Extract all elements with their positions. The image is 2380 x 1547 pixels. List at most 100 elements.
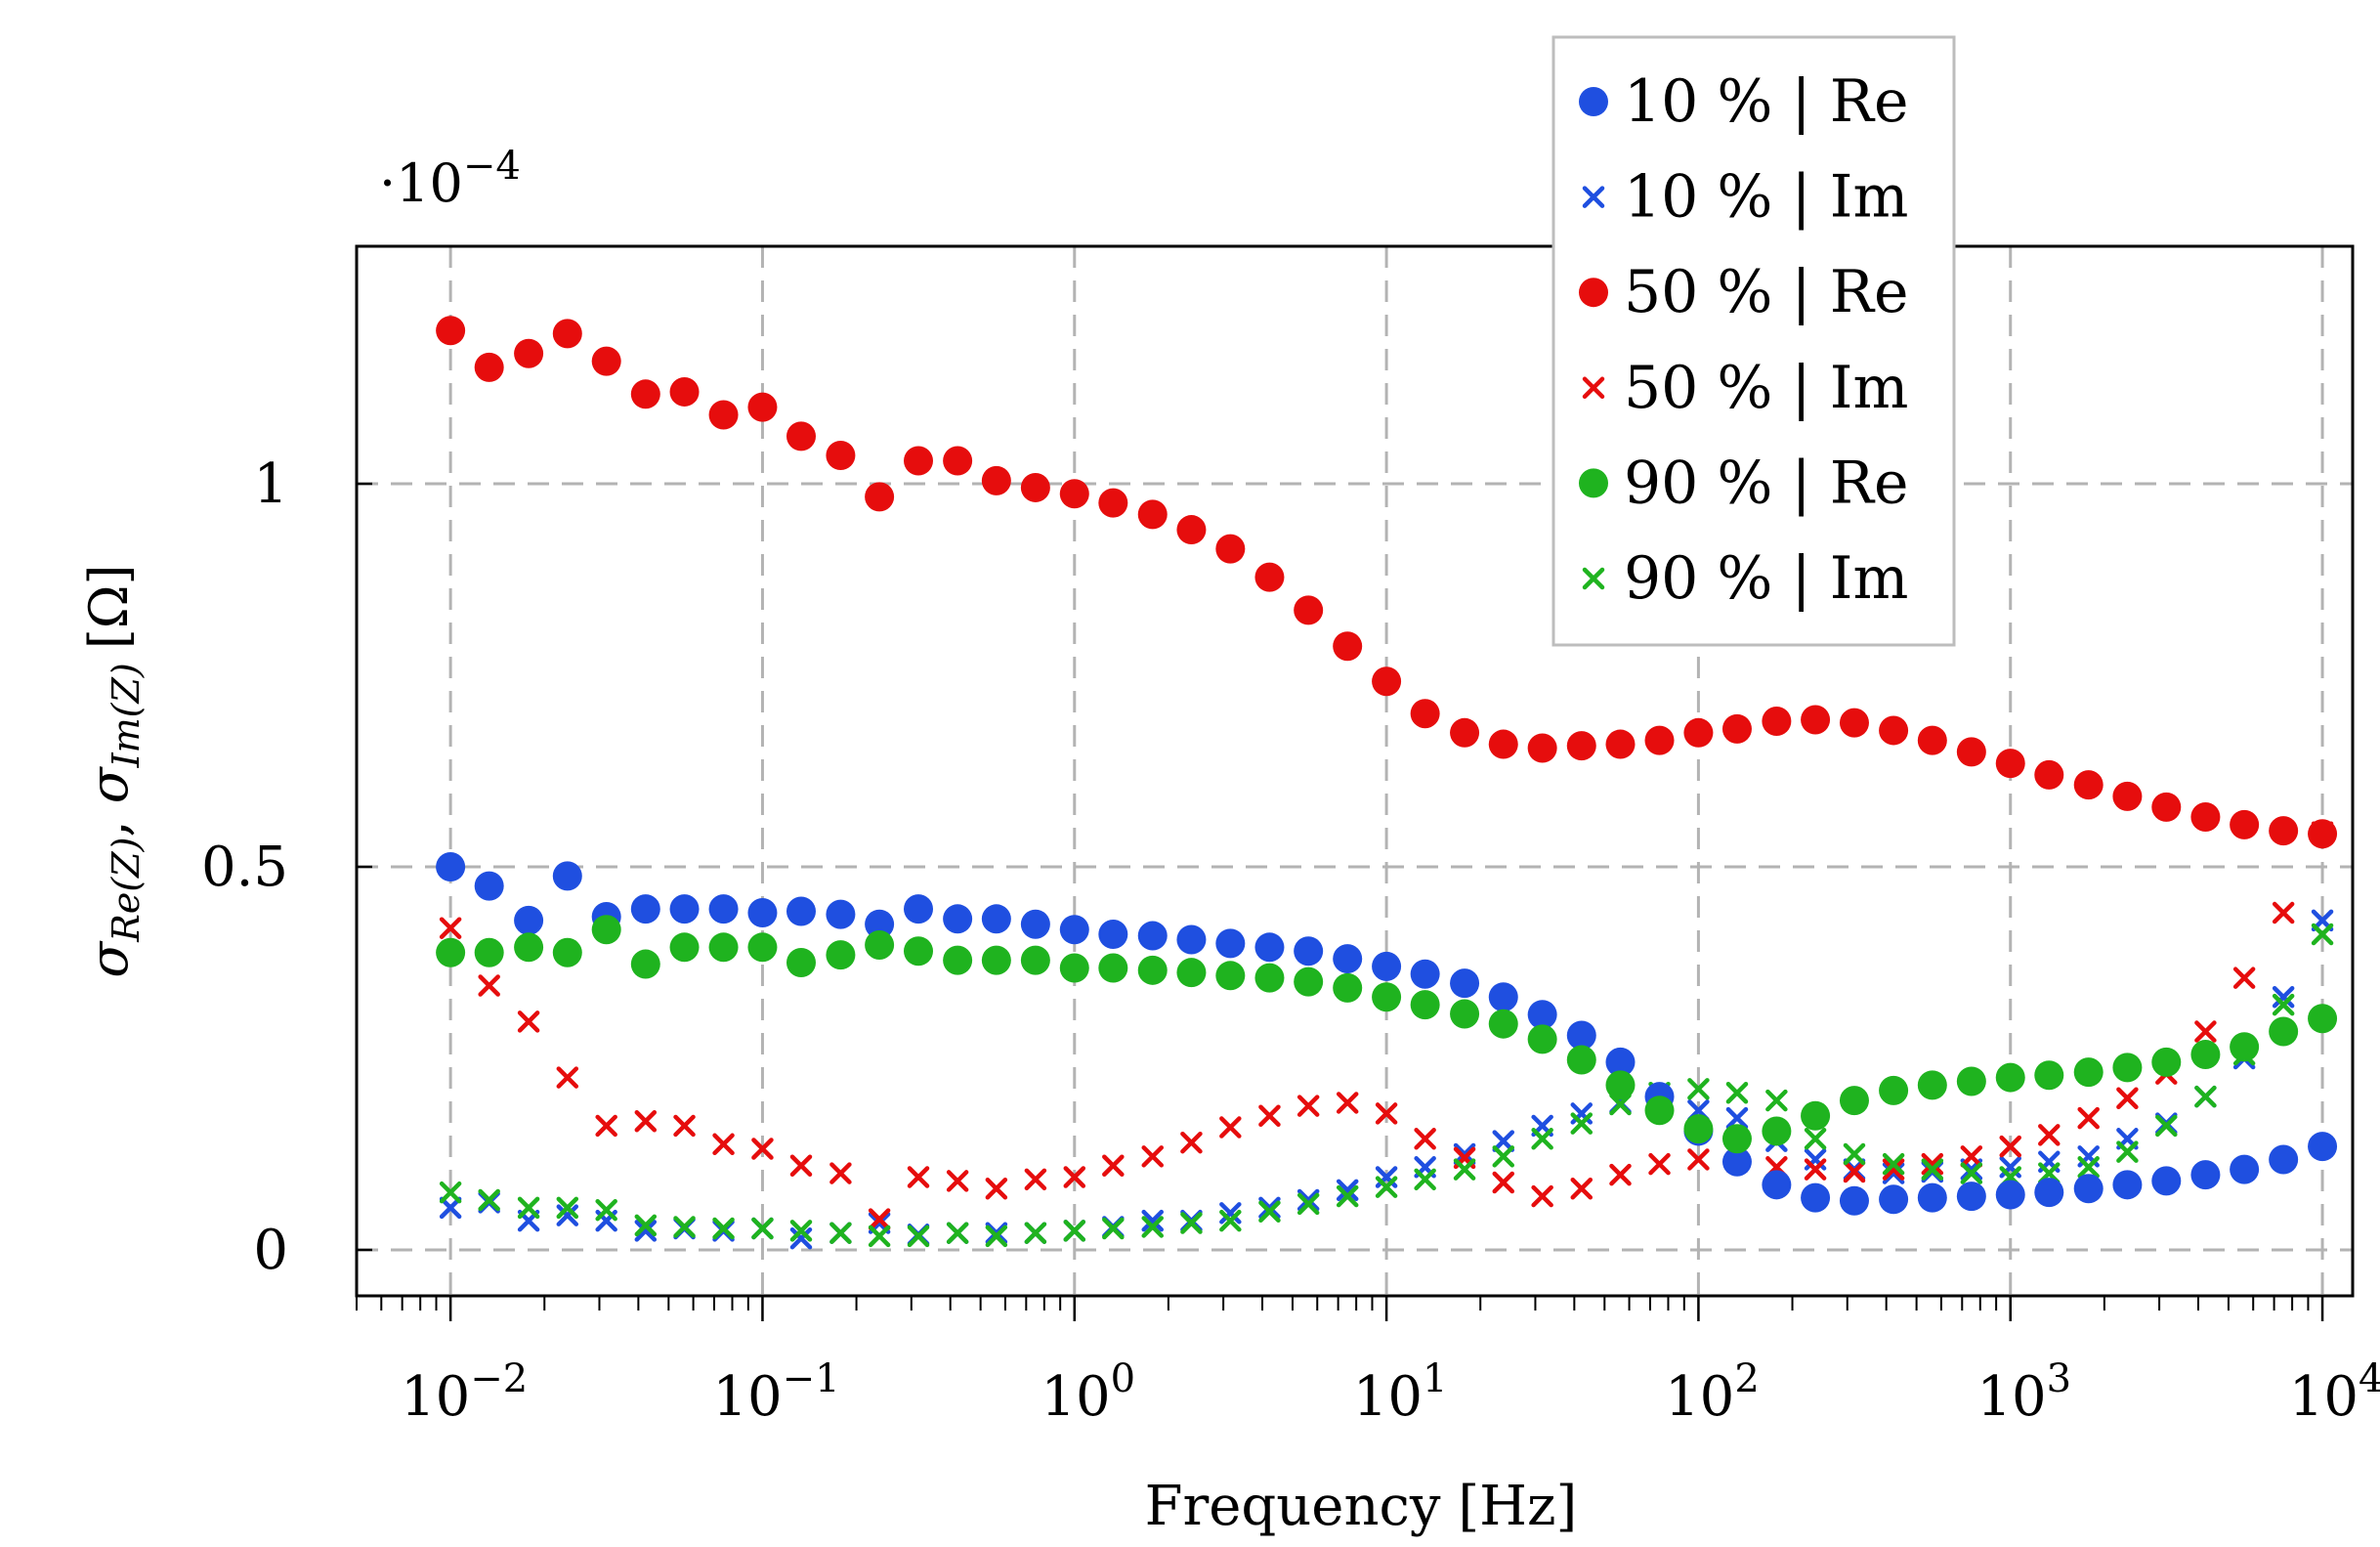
data-point [943, 904, 973, 934]
data-point [1414, 1128, 1436, 1150]
data-point [2073, 1174, 2104, 1204]
data-point [2190, 802, 2221, 833]
x-tick-base: 10 [1353, 1365, 1423, 1429]
data-point [1762, 1170, 1792, 1200]
legend-entry: 90 % | Im [1582, 544, 1908, 613]
data-point [1879, 715, 1909, 746]
data-point [1687, 1078, 1710, 1100]
data-point [1294, 936, 1324, 967]
data-point [1492, 1171, 1515, 1194]
data-point [436, 937, 466, 967]
data-point [1995, 1062, 2025, 1093]
x-tick-base: 10 [1041, 1365, 1110, 1429]
data-point [634, 1220, 658, 1242]
legend-box [1551, 35, 1956, 647]
legend: 10 % | Re 10 % | Im 50 % | Re 50 % | Im 90 %… [1551, 35, 1956, 647]
x-tick-base: 10 [401, 1365, 470, 1429]
legend-entries: 10 % | Re 10 % | Im 50 % | Re 50 % | Im 90 %… [1579, 67, 1908, 613]
x-tick-exponent: 1 [1423, 1356, 1447, 1401]
series-50-re [436, 316, 2338, 849]
data-point [829, 1162, 852, 1184]
data-point [985, 1177, 1008, 1200]
data-point [1570, 1112, 1594, 1135]
data-point [436, 316, 466, 346]
data-point [1375, 1176, 1398, 1198]
data-point [1020, 945, 1050, 975]
data-point [1531, 1128, 1553, 1150]
data-point [1176, 515, 1207, 545]
data-point [1453, 1142, 1476, 1166]
data-point [1336, 1184, 1359, 1208]
data-point [946, 1222, 969, 1244]
data-point [1721, 713, 1752, 744]
data-point [2269, 1144, 2299, 1175]
x-tick-exponent: 3 [2047, 1356, 2071, 1401]
data-point [1605, 1047, 1636, 1077]
data-layer [436, 316, 2338, 1250]
data-point [1566, 1020, 1596, 1051]
data-point [1336, 1179, 1359, 1202]
x-tick-base: 10 [2289, 1365, 2359, 1429]
legend-label: 90 % | Re [1624, 449, 1908, 517]
data-point [868, 1208, 891, 1230]
data-point [1960, 1162, 1983, 1184]
data-point [865, 929, 895, 960]
data-point [1492, 1145, 1515, 1168]
data-point [2269, 1016, 2299, 1047]
data-point [1527, 1024, 1557, 1054]
data-point [1488, 729, 1518, 759]
data-point [1296, 1192, 1320, 1216]
data-point [634, 1110, 658, 1133]
data-point [1254, 963, 1285, 993]
data-point [1605, 1070, 1636, 1100]
x-tick-label: 10−2 [401, 1356, 528, 1429]
data-point [1180, 1131, 1203, 1154]
data-point [1375, 1102, 1398, 1125]
legend-marker [1582, 376, 1605, 400]
data-point [2230, 1032, 2260, 1062]
data-point [1098, 953, 1128, 983]
data-point [1765, 1089, 1788, 1112]
data-point [1024, 1222, 1047, 1244]
data-point [2116, 1087, 2139, 1109]
data-point [1176, 958, 1207, 988]
data-point [789, 1226, 813, 1250]
data-point [981, 465, 1011, 495]
data-point [556, 1204, 579, 1226]
data-point [1059, 915, 1089, 945]
data-point [712, 1217, 735, 1240]
data-point [517, 1196, 540, 1220]
data-point [868, 1225, 891, 1248]
data-point [907, 1225, 930, 1248]
data-point [1995, 749, 2025, 779]
data-point [1219, 1209, 1242, 1232]
data-point [1333, 631, 1363, 662]
data-point [826, 441, 856, 471]
data-point [2230, 809, 2260, 839]
data-point [946, 1170, 969, 1192]
data-point [2190, 1160, 2221, 1190]
data-point [630, 949, 660, 979]
data-point [474, 352, 504, 382]
data-point [474, 937, 504, 967]
data-point [2151, 792, 2182, 822]
data-point [2308, 819, 2338, 849]
data-point [1527, 1000, 1557, 1030]
data-point [786, 896, 816, 926]
data-point [1410, 959, 1440, 989]
data-point [2232, 967, 2256, 989]
data-point [747, 392, 778, 422]
data-point [1882, 1158, 1905, 1181]
legend-label: 10 % | Re [1624, 67, 1908, 136]
y-label-im-subscript: Im(Z) [105, 663, 148, 768]
data-point [1801, 1100, 1831, 1131]
data-point [826, 940, 856, 970]
x-tick-exponent: 2 [1734, 1356, 1759, 1401]
data-point [673, 1114, 696, 1138]
x-tick-base: 10 [1976, 1365, 2046, 1429]
y-label-sigma-re: σ [78, 940, 140, 978]
legend-marker [1579, 468, 1608, 498]
data-point [1644, 1096, 1675, 1126]
data-point [1843, 1142, 1866, 1166]
data-point [1804, 1128, 1827, 1150]
